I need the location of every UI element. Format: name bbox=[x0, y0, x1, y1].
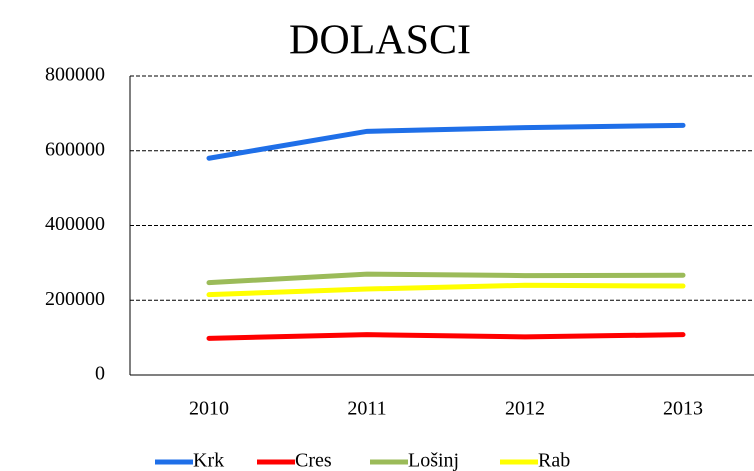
series-line bbox=[206, 271, 686, 286]
x-tick-label: 2011 bbox=[347, 398, 386, 420]
series-line bbox=[206, 282, 686, 298]
y-tick-label: 400000 bbox=[45, 213, 105, 235]
y-tick-label: 800000 bbox=[45, 64, 105, 86]
y-tick-label: 600000 bbox=[45, 138, 105, 160]
chart-title: DOLASCI bbox=[289, 18, 471, 64]
x-tick-label: 2010 bbox=[189, 398, 229, 420]
y-tick-label: 0 bbox=[95, 363, 105, 385]
series-line bbox=[206, 122, 686, 161]
legend-label: Cres bbox=[295, 450, 332, 471]
legend-label: Lošinj bbox=[408, 450, 459, 471]
series-line bbox=[206, 332, 686, 341]
legend-label: Rab bbox=[538, 450, 570, 471]
y-tick-label: 200000 bbox=[45, 288, 105, 310]
legend-label: Krk bbox=[193, 450, 224, 471]
x-tick-label: 2012 bbox=[505, 398, 545, 420]
x-tick-label: 2013 bbox=[663, 398, 703, 420]
